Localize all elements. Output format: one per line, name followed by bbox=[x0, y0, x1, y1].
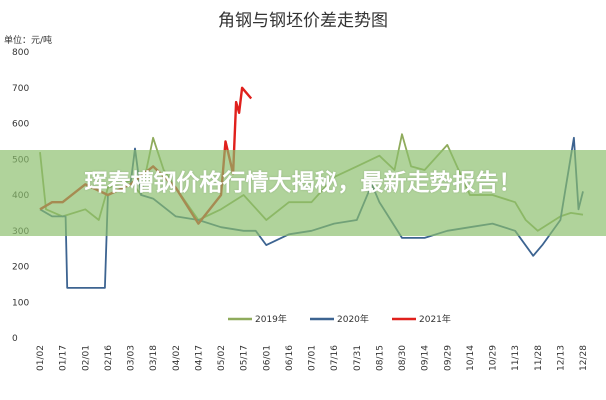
x-tick-label: 05/17 bbox=[240, 345, 250, 371]
x-tick-label: 08/30 bbox=[398, 345, 408, 371]
headline-text: 珲春槽钢价格行情大揭秘，最新走势报告！ bbox=[84, 170, 522, 196]
x-tick-label: 09/29 bbox=[443, 345, 453, 371]
legend-label: 2019年 bbox=[255, 313, 287, 325]
x-tick-label: 10/29 bbox=[489, 345, 499, 371]
x-tick-label: 03/18 bbox=[149, 345, 159, 371]
x-tick-label: 07/31 bbox=[353, 345, 363, 371]
x-tick-label: 01/02 bbox=[36, 345, 46, 371]
y-tick-label: 800 bbox=[12, 48, 29, 58]
legend-label: 2021年 bbox=[419, 313, 451, 325]
headline-banner bbox=[0, 150, 606, 236]
x-tick-label: 07/16 bbox=[330, 345, 340, 371]
x-tick-label: 03/03 bbox=[127, 345, 137, 371]
x-tick-label: 07/01 bbox=[308, 345, 318, 371]
legend-label: 2020年 bbox=[337, 313, 369, 325]
x-tick-label: 09/14 bbox=[421, 345, 431, 371]
x-tick-label: 10/14 bbox=[466, 345, 476, 371]
x-tick-label: 02/01 bbox=[81, 345, 91, 371]
y-tick-label: 100 bbox=[12, 298, 29, 308]
y-tick-label: 600 bbox=[12, 120, 29, 130]
x-tick-label: 11/13 bbox=[511, 345, 521, 371]
x-tick-label: 05/02 bbox=[217, 345, 227, 371]
y-tick-label: 700 bbox=[12, 84, 29, 94]
x-tick-label: 08/15 bbox=[375, 345, 385, 371]
x-tick-label: 04/02 bbox=[172, 345, 182, 371]
x-tick-label: 06/01 bbox=[262, 345, 272, 371]
y-axis-unit-label: 单位：元/吨 bbox=[4, 36, 53, 46]
x-tick-label: 11/28 bbox=[534, 345, 544, 371]
y-tick-label: 200 bbox=[12, 263, 29, 273]
x-tick-label: 12/28 bbox=[579, 345, 589, 371]
x-tick-label: 04/17 bbox=[194, 345, 204, 371]
chart-title: 角钢与钢坯价差走势图 bbox=[218, 11, 388, 31]
x-tick-label: 01/17 bbox=[59, 345, 69, 371]
x-tick-label: 06/16 bbox=[285, 345, 295, 371]
x-tick-label: 12/13 bbox=[556, 345, 566, 371]
y-tick-label: 0 bbox=[12, 334, 18, 344]
x-tick-label: 02/16 bbox=[104, 345, 114, 371]
